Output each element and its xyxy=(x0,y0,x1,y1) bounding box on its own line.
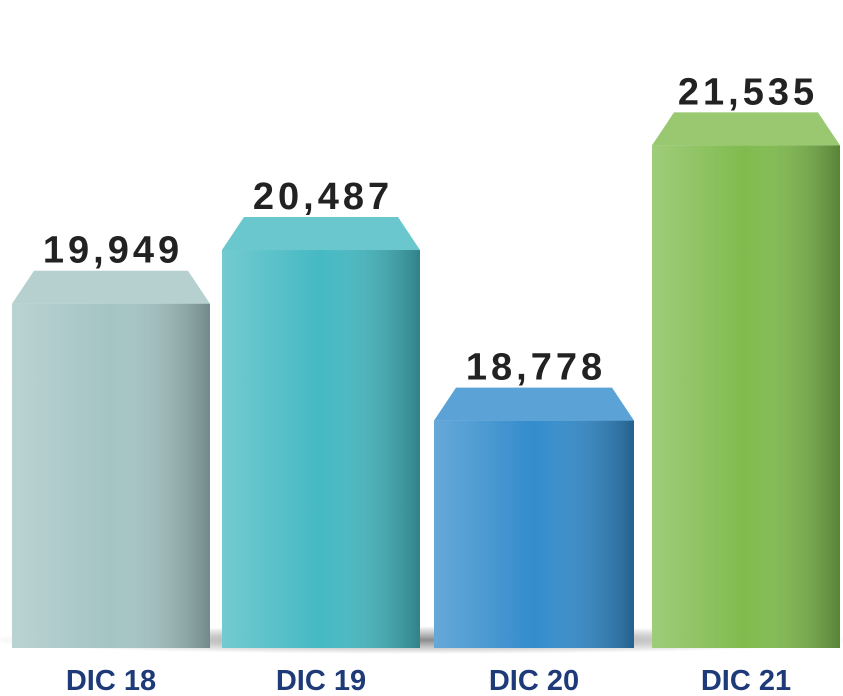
bar-cap-highlight xyxy=(652,112,840,146)
bar-cap xyxy=(434,387,634,421)
x-tick-label: DIC 21 xyxy=(701,665,791,696)
value-label: 20,487 xyxy=(253,176,393,218)
bar-shade xyxy=(652,145,840,648)
bar-cap-highlight xyxy=(222,217,420,251)
bar-cap xyxy=(12,270,210,304)
bar-shade xyxy=(434,420,634,648)
bar-cap xyxy=(652,112,840,146)
bar-shade xyxy=(12,303,210,648)
bar-cap xyxy=(222,217,420,251)
bar-cap-highlight xyxy=(12,270,210,304)
value-label: 18,778 xyxy=(466,347,606,389)
x-tick-label: DIC 19 xyxy=(276,665,366,696)
bar-shade xyxy=(222,250,420,648)
bar-cap-highlight xyxy=(434,387,634,421)
x-tick-label: DIC 18 xyxy=(66,665,156,696)
value-label: 19,949 xyxy=(43,230,183,272)
value-label: 21,535 xyxy=(678,71,818,113)
x-tick-label: DIC 20 xyxy=(489,665,579,696)
